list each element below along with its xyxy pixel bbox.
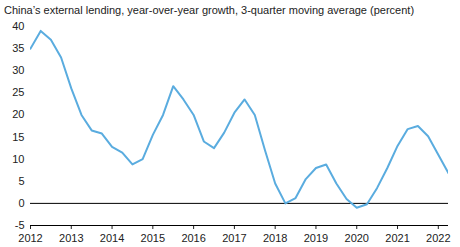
svg-text:2012: 2012: [18, 232, 42, 244]
svg-text:10: 10: [12, 153, 24, 165]
svg-text:2020: 2020: [345, 232, 369, 244]
svg-text:2014: 2014: [100, 232, 124, 244]
svg-text:35: 35: [12, 42, 24, 54]
html-text:China’s external lending, year: China’s external lending, year-over-year…: [4, 4, 415, 16]
svg-text:-5: -5: [15, 219, 25, 231]
svg-text:20: 20: [12, 108, 24, 120]
svg-text:2015: 2015: [141, 232, 165, 244]
svg-text:15: 15: [12, 131, 24, 143]
svg-text:2019: 2019: [304, 232, 328, 244]
svg-text:2022: 2022: [426, 232, 450, 244]
svg-text:0: 0: [18, 197, 24, 209]
svg-text:5: 5: [18, 175, 24, 187]
svg-text:30: 30: [12, 64, 24, 76]
svg-text:2018: 2018: [263, 232, 287, 244]
svg-text:2021: 2021: [385, 232, 409, 244]
svg-text:2013: 2013: [59, 232, 83, 244]
svg-text:2016: 2016: [181, 232, 205, 244]
svg-text:25: 25: [12, 86, 24, 98]
svg-text:40: 40: [12, 20, 24, 32]
svg-text:2017: 2017: [222, 232, 246, 244]
